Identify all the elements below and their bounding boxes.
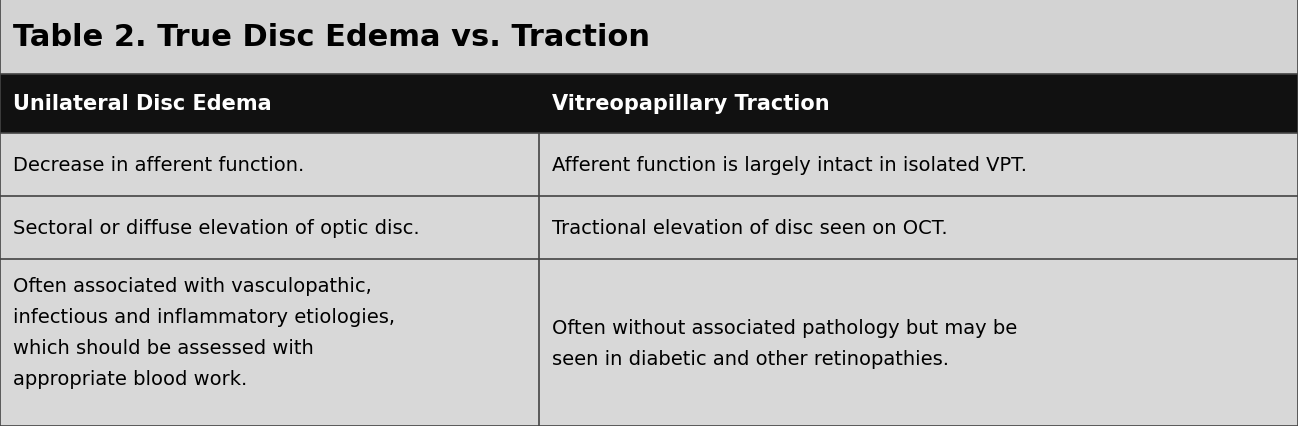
Text: Vitreopapillary Traction: Vitreopapillary Traction (552, 94, 829, 114)
Text: Tractional elevation of disc seen on OCT.: Tractional elevation of disc seen on OCT… (552, 219, 948, 237)
Text: Table 2. True Disc Edema vs. Traction: Table 2. True Disc Edema vs. Traction (13, 23, 650, 52)
Text: Decrease in afferent function.: Decrease in afferent function. (13, 155, 304, 174)
Text: Sectoral or diffuse elevation of optic disc.: Sectoral or diffuse elevation of optic d… (13, 219, 419, 237)
Text: Often associated with vasculopathic,
infectious and inflammatory etiologies,
whi: Often associated with vasculopathic, inf… (13, 276, 395, 388)
Text: Unilateral Disc Edema: Unilateral Disc Edema (13, 94, 271, 114)
Text: Afferent function is largely intact in isolated VPT.: Afferent function is largely intact in i… (552, 155, 1027, 174)
Text: Often without associated pathology but may be
seen in diabetic and other retinop: Often without associated pathology but m… (552, 318, 1016, 368)
